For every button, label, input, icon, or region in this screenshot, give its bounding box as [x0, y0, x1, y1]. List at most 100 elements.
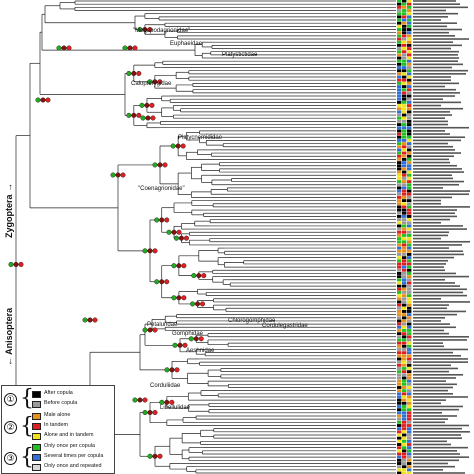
tip-trait-cell [402, 186, 407, 190]
tip-trait-cell [407, 430, 412, 434]
tip-species-name-line [413, 180, 464, 183]
suborder-label-anisoptera: ← Anisoptera [4, 307, 14, 366]
ancestral-state-marker [115, 172, 121, 178]
tip-trait-cell [397, 43, 402, 47]
ancestral-state-marker [174, 367, 180, 373]
tip-trait-cell [397, 335, 402, 339]
tip-trait-cell [402, 408, 407, 412]
tip-trait-cell [397, 436, 402, 440]
ancestral-state-marker [147, 327, 153, 333]
clade-label-platystictidae: Platystictidae [222, 52, 258, 58]
tip-trait-cell [407, 34, 412, 38]
tip-trait-cell [397, 154, 402, 158]
tip-trait-cell [407, 287, 412, 291]
tip-trait-cell [397, 164, 402, 168]
tip-trait-cell [402, 395, 407, 399]
tip-trait-cell [402, 183, 407, 187]
tip-trait-cell [407, 176, 412, 180]
tip-trait-cell [397, 119, 402, 123]
tip-trait-cell [407, 59, 412, 63]
tip-trait-cell [402, 31, 407, 35]
tip-trait-cell [407, 348, 412, 351]
tip-trait-cell [397, 268, 402, 272]
tip-trait-cell [407, 386, 412, 389]
tip-trait-cell [402, 9, 407, 12]
tip-species-name-line [413, 38, 469, 40]
tip-trait-cell [402, 433, 407, 437]
tip-trait-cell [402, 53, 407, 57]
tip-species-name-line [413, 323, 450, 325]
tip-trait-cell [397, 455, 402, 459]
tree-node-markers [8, 27, 207, 459]
tip-trait-cell [402, 306, 407, 310]
tip-species-name-line [413, 256, 454, 259]
clade-label-corduliidae: Corduliidae [150, 383, 181, 389]
tip-trait-cell [402, 135, 407, 139]
clade-label-megapodagrionidae: "Megapodagrionidae" [133, 28, 191, 34]
legend-swatch [32, 423, 41, 430]
tip-trait-cell [402, 91, 407, 95]
tip-species-name-line [413, 240, 470, 243]
ancestral-state-marker [171, 229, 177, 235]
tip-trait-cell [402, 59, 407, 63]
tip-species-name-line [413, 424, 469, 427]
tip-trait-cell [397, 443, 402, 446]
tip-trait-cell [407, 462, 412, 465]
tip-trait-cell [407, 351, 412, 355]
tip-species-name-line [413, 377, 456, 379]
tip-trait-cell [402, 15, 407, 19]
tip-trait-cell [402, 259, 407, 263]
legend-swatch [32, 391, 41, 398]
clade-label-petaluridae: Petaluridae [147, 322, 178, 328]
tip-species-name-line [413, 206, 470, 208]
tip-trait-cell [397, 186, 402, 190]
clade-label-gomphidae: Gomphidae [172, 331, 204, 337]
tip-trait-cell [407, 291, 412, 294]
tip-trait-cell [402, 386, 407, 389]
tip-trait-cell [402, 414, 407, 418]
tip-species-name-line [413, 16, 448, 18]
tip-trait-cell [397, 253, 402, 256]
tip-species-name-line [413, 28, 462, 31]
tip-species-name-line [413, 364, 451, 367]
tip-species-name-line [413, 237, 441, 240]
tip-trait-cell [397, 62, 402, 66]
ancestral-state-marker [139, 102, 145, 108]
tip-trait-cell [402, 452, 407, 456]
tip-species-name-line [413, 335, 469, 338]
tip-trait-cell [407, 373, 412, 377]
ancestral-state-marker [176, 229, 182, 235]
tip-species-name-line [413, 446, 468, 449]
tip-trait-cell [402, 167, 407, 171]
tip-trait-cell [407, 414, 412, 418]
tip-trait-cell [407, 268, 412, 272]
ancestral-state-marker [182, 342, 188, 348]
tip-trait-cell [397, 373, 402, 377]
tip-trait-cell [397, 94, 402, 98]
tip-species-name-line [413, 339, 467, 341]
tip-trait-cell [407, 126, 412, 130]
tip-trait-cell [397, 215, 402, 218]
tip-trait-cell [407, 294, 412, 298]
tip-species-name-line [413, 126, 469, 129]
tip-trait-cell [402, 196, 407, 199]
tip-species-name-line [413, 158, 449, 161]
tip-trait-cell [397, 344, 402, 348]
tip-trait-cell [402, 243, 407, 247]
tip-trait-cell [397, 50, 402, 54]
tip-trait-cell [397, 414, 402, 418]
tip-trait-cell [397, 430, 402, 434]
legend-item-label: Alone and in tandem [44, 432, 94, 438]
tip-trait-cell [397, 420, 402, 424]
tip-species-name-line [413, 168, 462, 170]
tip-species-name-line [413, 472, 465, 474]
tip-trait-cell [407, 129, 412, 133]
tip-species-name-line [413, 133, 450, 135]
tip-trait-cell [402, 370, 407, 374]
tip-trait-cell [402, 300, 407, 304]
tip-trait-cell [397, 183, 402, 187]
tip-trait-cell [402, 100, 407, 104]
tip-trait-cell [407, 449, 412, 453]
legend-brace: { [20, 445, 34, 470]
legend-item: Only once per copula [32, 443, 116, 452]
